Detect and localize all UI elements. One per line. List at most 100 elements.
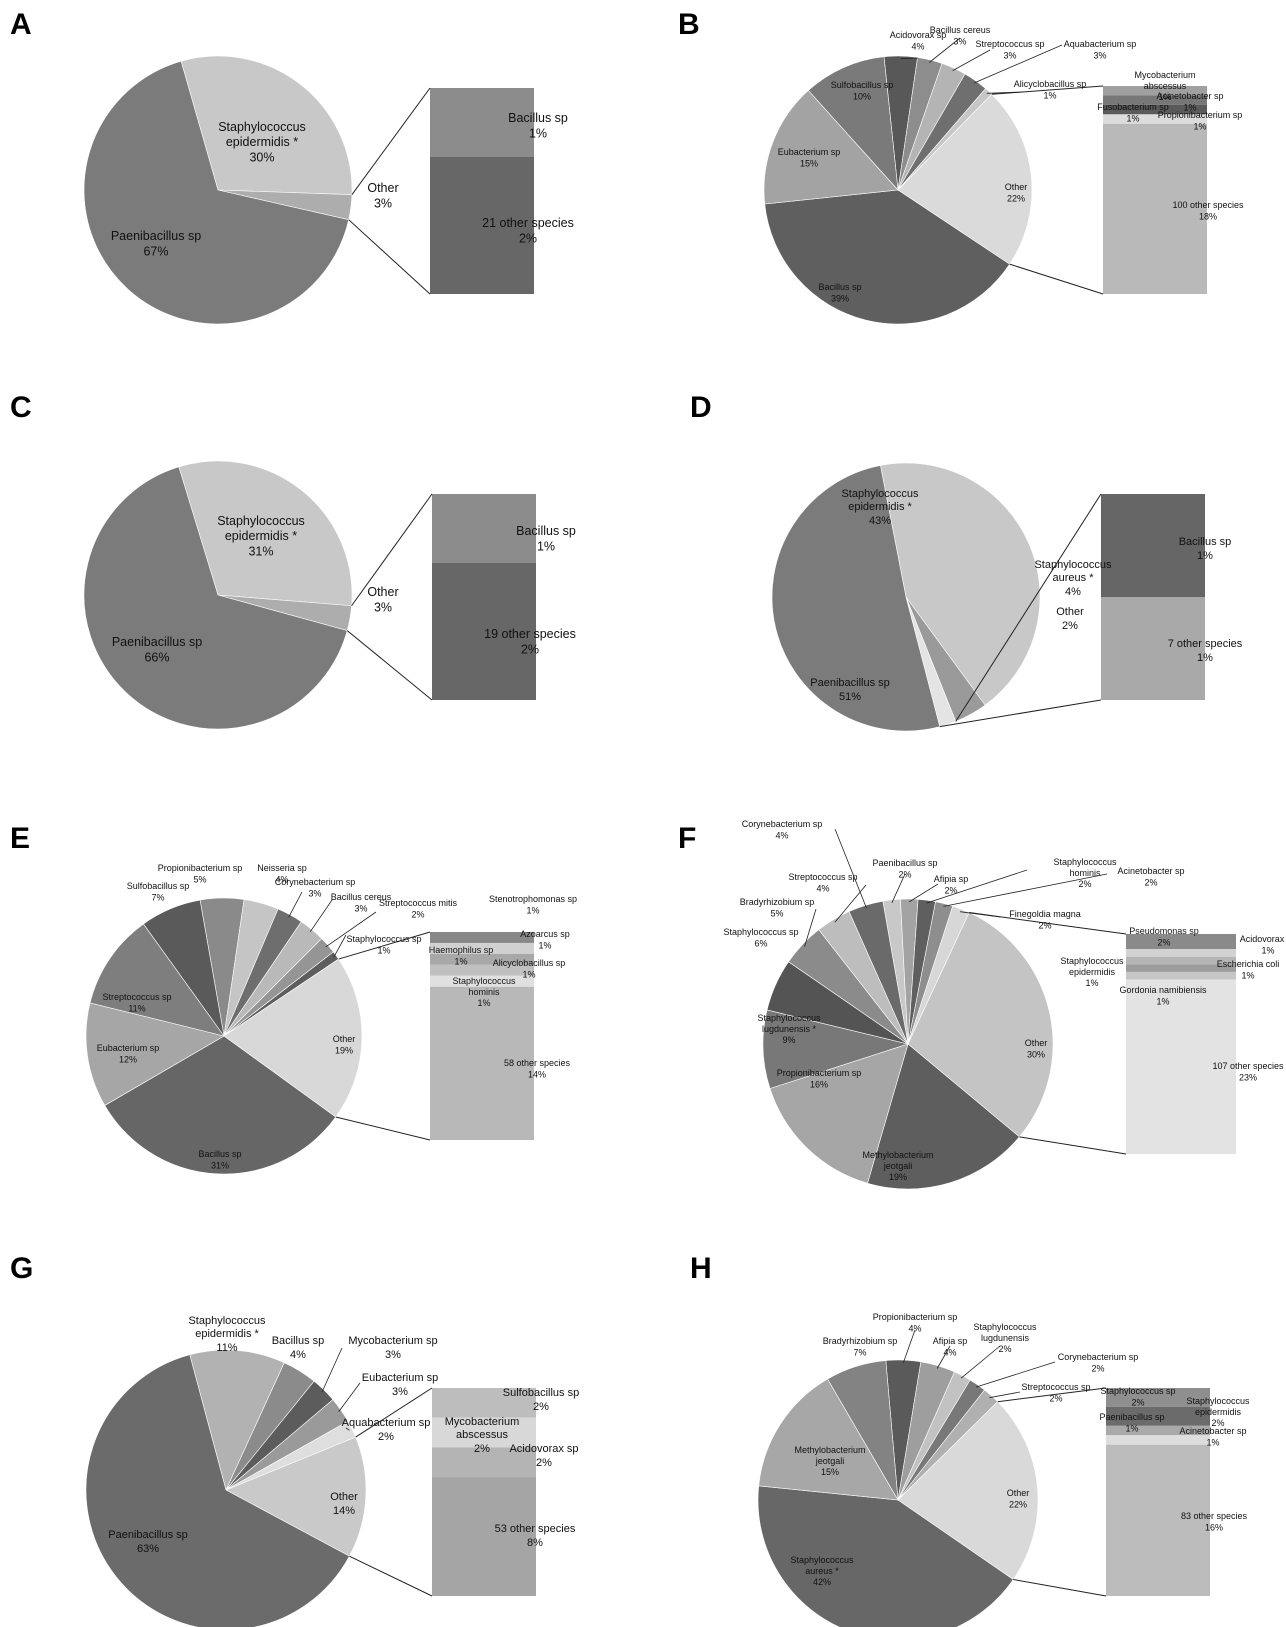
bar-percent: 2% [536,1457,552,1469]
bar-segment-fusobacterium-sp [1103,104,1207,115]
slice-label-text: Staphylococcus hominis 2% [1053,857,1117,889]
bar-label-text: Sulfobacillus sp 2% [503,1387,579,1413]
slice-label-text: Bacillus sp 4% [272,1335,325,1361]
slice-percent: 51% [839,691,861,703]
bar-segment-mycobacterium-abscessus [432,1417,536,1448]
bar-label-alicyclobacillus-sp: Alicyclobacillus sp 1% [493,958,566,979]
pie-slice-paenibacillus-sp [83,60,350,325]
slice-label-paenibacillus-sp: Paenibacillus sp 67% [111,229,201,259]
bar-label-staphylococcus-epidermidis: Staphylococcus epidermidis 2% [1186,1396,1250,1428]
bar-percent: 2% [521,643,539,657]
bar-segment-19-other-species [432,562,536,700]
slice-percent: 4% [1065,586,1081,598]
bar-label-text: Azoarcus sp 1% [520,929,570,950]
pie-slice-bradyrhizobium-sp [827,1360,899,1501]
pie-slice-methylobacterium-jeotgali [758,1378,899,1501]
slice-percent: 63% [137,1543,159,1555]
pie-slice-other [223,958,363,1118]
leader-line [804,908,817,947]
panel-b: B Acidovorax sp 4%Bacillus cereus 3% Strepto… [678,8,1244,325]
slice-label-other: Other 3% [367,181,398,211]
bar-segment-haemophilus-sp [430,953,534,965]
bar-percent: 1% [1241,970,1254,980]
slice-percent: 4% [911,41,924,51]
slice-label-staphylococcus-hominis: Staphylococcus hominis 2% [1053,857,1117,889]
slice-percent: 3% [392,1386,408,1398]
connector-line-top [997,1387,1107,1403]
slice-label-text: Bradyrhizobium sp 7% [823,1336,898,1357]
pie-slice-bacillus-sp [764,189,1011,325]
bar-label-stenotrophomonas-sp: Stenotrophomonas sp 1% [489,894,577,915]
slice-label-neisseria-sp: Neisseria sp 4% [257,863,307,884]
bar-label-text: Staphylococcus epidermidis 2% [1186,1396,1250,1428]
slice-label-text: Methylobacterium jeotgali 15% [794,1445,865,1477]
slice-label-text: Other 14% [330,1491,358,1517]
slice-label-text: Methylobacterium jeotgali 19% [862,1150,933,1182]
slice-label-aquabacterium-sp: Aquabacterium sp 2% [342,1417,431,1443]
slice-label-text: Staphylococcus epidermidis * 11% [188,1315,266,1354]
bar-percent: 1% [1126,113,1139,123]
leader-line [325,911,377,948]
slice-label-corynebacterium-sp: Corynebacterium sp 2% [1058,1352,1139,1373]
bar-label-text: 7 other species 1% [1168,638,1243,664]
slice-label-paenibacillus-sp: Paenibacillus sp 2% [872,858,937,879]
slice-label-text: Sulfobacillus sp 10% [831,80,894,101]
slice-percent: 22% [1009,1499,1027,1509]
panel-letter: B [678,8,700,41]
leader-line [834,828,867,909]
slice-label-text: Neisseria sp 4% [257,863,307,884]
bar-segment-paenibacillus-sp [1106,1425,1210,1436]
slice-label-text: Bacillus sp 31% [198,1149,241,1170]
bar-label-100-other-species: 100 other species 18% [1172,200,1244,221]
slice-label-text: Staphylococcus aureus * 42% [790,1555,854,1587]
pie-slice-eubacterium-sp [763,89,899,205]
slice-label-eubacterium-sp: Eubacterium sp 12% [97,1043,160,1064]
leader-line [960,1345,1001,1379]
bar-label-text: 107 other species 23% [1212,1061,1284,1082]
leader-line [288,891,303,918]
slice-label-bacillus-cereus: Bacillus cereus 3% [930,25,991,46]
slice-label-sulfobacillus-sp: Sulfobacillus sp 7% [127,881,190,902]
bar-label-21-other-species: 21 other species 2% [482,216,574,246]
bar-percent: 1% [526,905,539,915]
slice-label-text: Paenibacillus sp 2% [872,858,937,879]
bar-label-text: Acidovorax sp 2% [509,1443,578,1469]
slice-label-text: Paenibacillus sp 63% [108,1529,188,1555]
pie-slice-paenibacillus-sp [771,465,941,732]
pie-slice-staphylococcus-epidermidis-star [880,462,1041,706]
slice-percent: 31% [211,1160,229,1170]
bar-segment-bacillus-sp [1101,494,1205,597]
slice-percent: 11% [216,1342,237,1354]
slice-label-paenibacillus-sp: Paenibacillus sp 63% [108,1529,188,1555]
slice-label-streptococcus-sp: Streptococcus sp 11% [102,992,171,1013]
slice-percent: 4% [775,830,788,840]
bar-segment-107-other-species [1126,979,1236,1154]
connector-line-top [991,85,1104,95]
slice-label-text: Staphylococcus aureus * 4% [1034,559,1112,598]
bar-label-text: 19 other species 2% [484,627,576,657]
slice-label-propionibacterium-sp: Propionibacterium sp 5% [158,863,243,884]
slice-percent: 2% [1078,879,1091,889]
slice-label-staphylococcus-lugdunensis-star: Staphylococcus lugdunensis * 9% [757,1013,821,1045]
bar-percent: 2% [519,232,537,246]
slice-percent: 2% [1091,1363,1104,1373]
bar-label-mycobacterium-abscessus: Mycobacterium abscessus 1% [1134,70,1195,102]
bar-segment-sulfobacillus-sp [432,1388,536,1418]
bar-label-text: Mycobacterium abscessus 2% [445,1416,520,1455]
bar-segment-100-other-species [1103,123,1207,294]
slice-label-text: Eubacterium sp 15% [778,147,841,168]
bar-segment-staphylococcus-epidermidis [1106,1406,1210,1426]
bar-percent: 1% [454,956,467,966]
slice-percent: 3% [374,197,392,211]
slice-percent: 3% [354,903,367,913]
bar-label-text: Bacillus sp 1% [516,524,576,554]
leader-line [902,1329,916,1364]
pie-slice-streptococcus-sp [89,923,225,1037]
slice-label-text: Paenibacillus sp 66% [112,635,202,665]
pie-slice-methylobacterium-jeotgali [867,1043,1020,1190]
leader-line [338,1382,361,1412]
slice-label-text: Streptococcus sp 3% [975,39,1044,60]
leader-line [959,911,1001,918]
bar-label-text: Escherichia coli 1% [1217,959,1280,980]
bar-label-text: Mycobacterium abscessus 1% [1134,70,1195,102]
